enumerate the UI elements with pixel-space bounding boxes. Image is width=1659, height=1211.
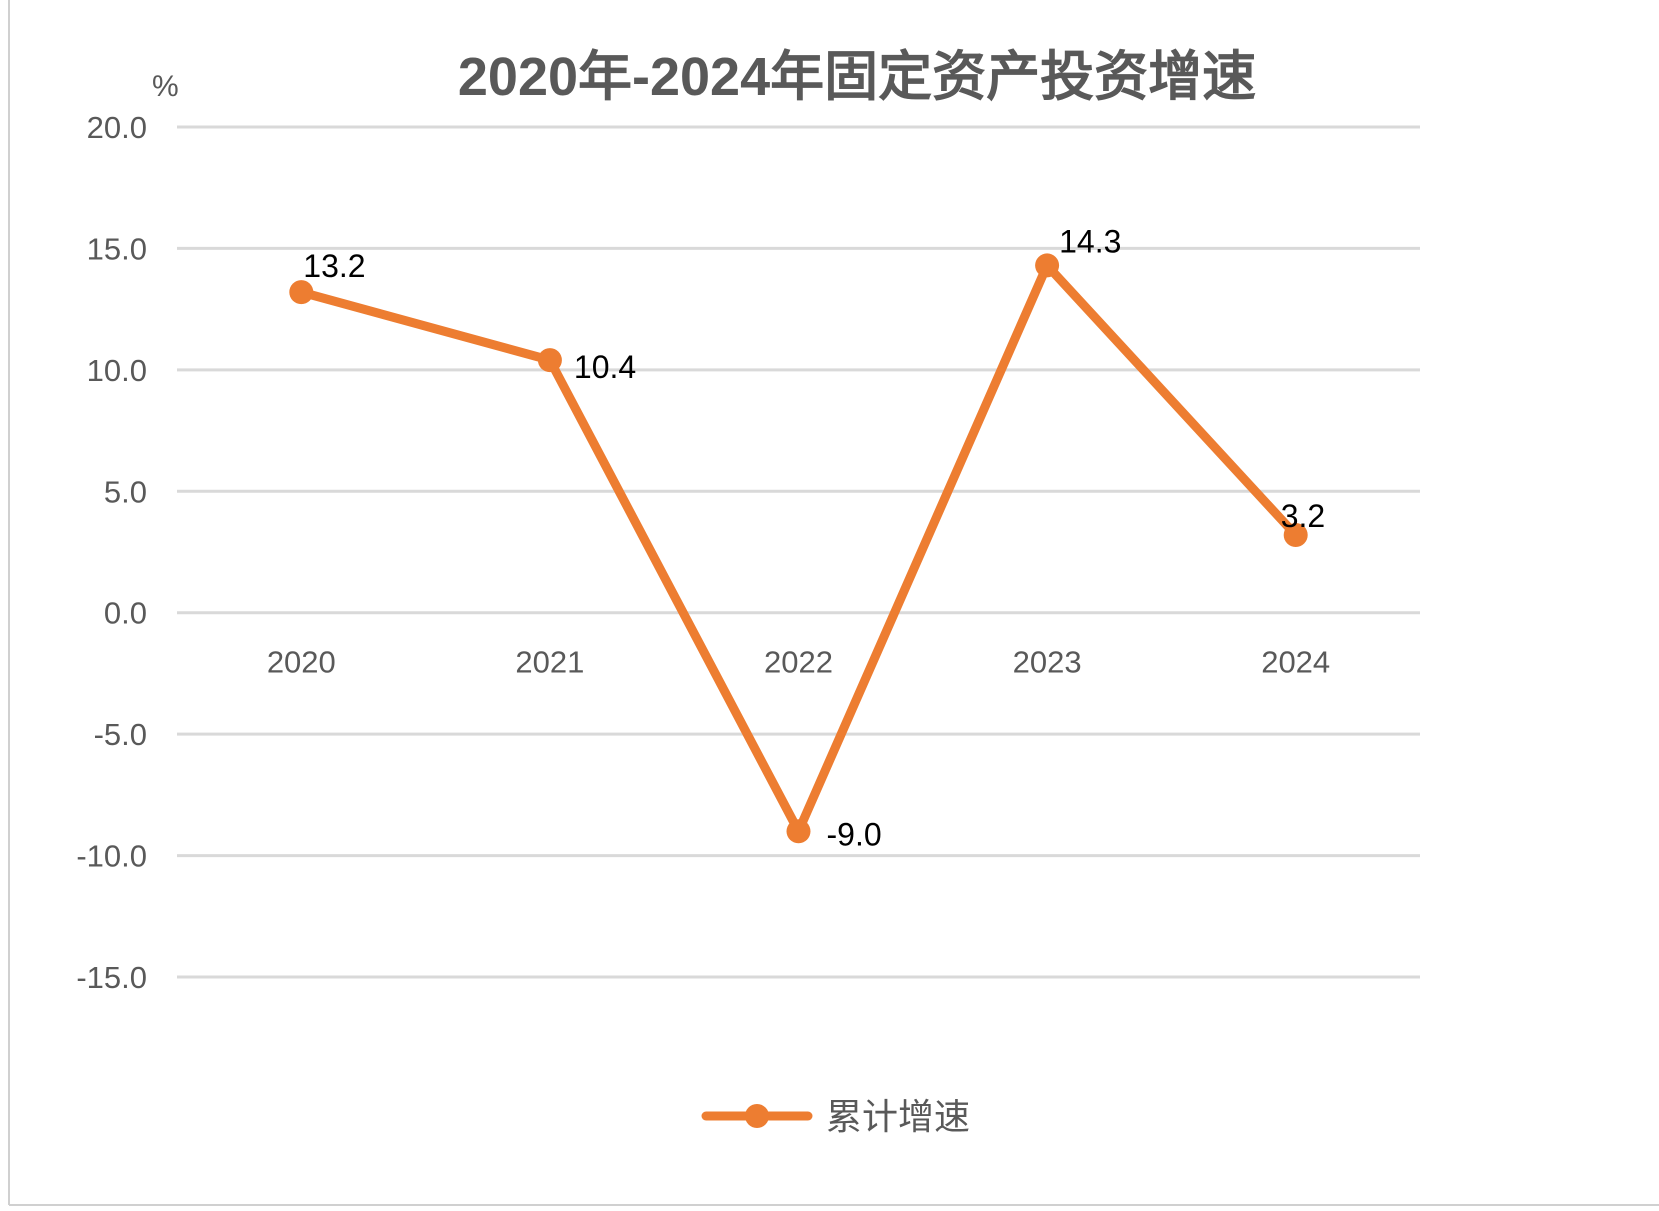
legend: 累计增速 xyxy=(701,1096,970,1137)
y-tick-label: 10.0 xyxy=(87,353,147,388)
x-tick-label: 2022 xyxy=(764,645,833,680)
data-label: 13.2 xyxy=(303,248,365,284)
y-axis-tick-labels: 20.0 15.0 10.0 5.0 0.0 -5.0 -10.0 -15.0 xyxy=(76,110,147,995)
data-point-marker xyxy=(1283,523,1308,547)
data-label: -9.0 xyxy=(827,816,882,852)
x-axis-tick-labels: 2020 2021 2022 2023 2024 xyxy=(267,645,1330,680)
data-labels: 13.2 10.4 -9.0 14.3 3.2 xyxy=(303,223,1325,852)
legend-marker-swatch xyxy=(745,1104,769,1128)
y-tick-label: 15.0 xyxy=(87,231,147,266)
data-label: 3.2 xyxy=(1281,498,1325,534)
chart-title: 2020年-2024年固定资产投资增速 xyxy=(458,47,1256,107)
x-tick-label: 2020 xyxy=(267,645,336,680)
series-line xyxy=(296,260,1301,836)
x-tick-label: 2024 xyxy=(1261,645,1330,680)
data-point-marker xyxy=(786,819,811,844)
x-tick-label: 2021 xyxy=(515,645,584,680)
x-tick-label: 2023 xyxy=(1013,645,1082,680)
y-tick-label: -5.0 xyxy=(94,717,147,752)
series-line-group xyxy=(289,253,1308,844)
y-tick-label: 0.0 xyxy=(104,596,147,631)
data-label: 10.4 xyxy=(574,349,636,385)
y-tick-label: -15.0 xyxy=(76,960,147,995)
gridlines xyxy=(177,125,1420,979)
data-point-marker xyxy=(289,280,314,305)
data-label: 14.3 xyxy=(1059,223,1121,259)
y-tick-label: 20.0 xyxy=(87,110,147,145)
legend-label: 累计增速 xyxy=(826,1096,970,1137)
data-point-marker xyxy=(1035,253,1060,278)
y-tick-label: 5.0 xyxy=(104,474,147,509)
data-point-marker xyxy=(537,348,562,373)
y-tick-label: -10.0 xyxy=(76,839,147,874)
y-axis-unit: % xyxy=(152,70,179,103)
